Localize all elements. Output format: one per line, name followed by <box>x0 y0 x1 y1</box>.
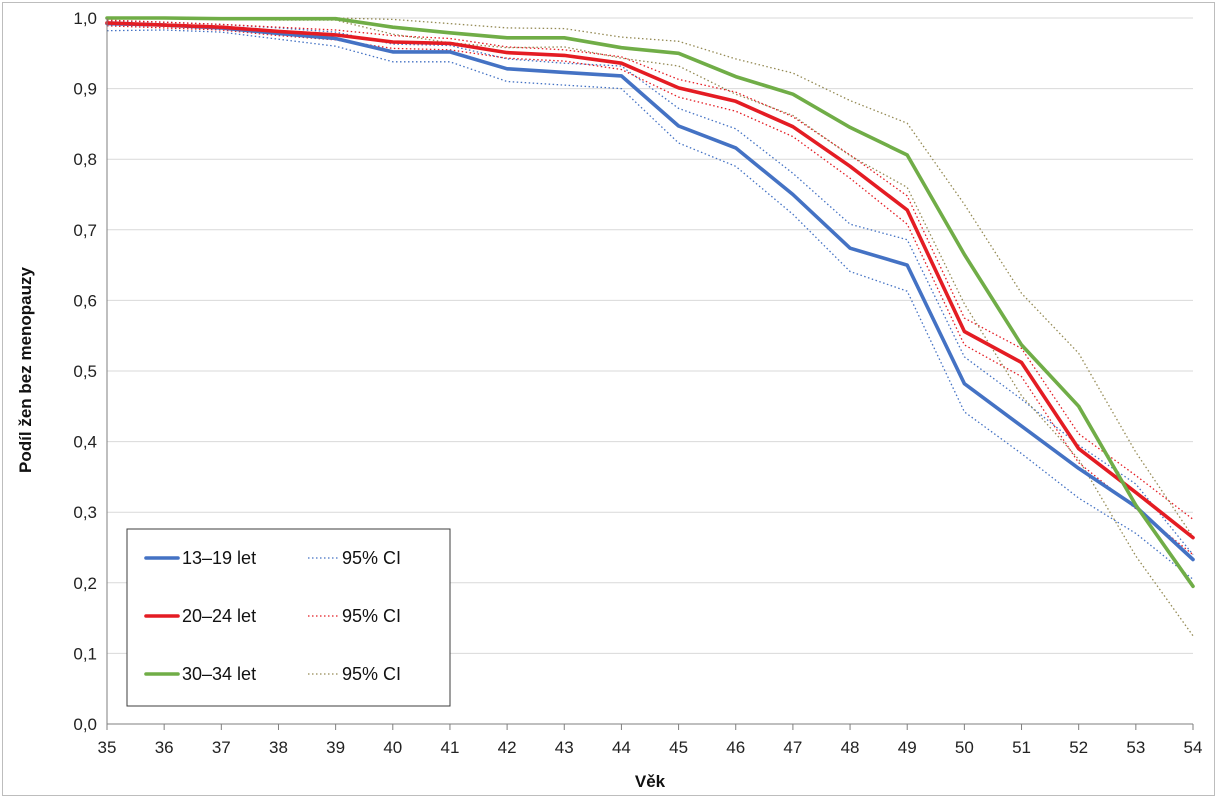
y-tick-label: 0,3 <box>73 503 97 522</box>
ci-line-13-19 <box>106 29 1194 580</box>
y-tick-label: 0,5 <box>73 362 97 381</box>
y-tick-label: 0,4 <box>73 433 97 452</box>
x-tick-label: 48 <box>841 738 860 757</box>
y-tick-label: 0,2 <box>73 574 97 593</box>
legend-label: 30–34 let <box>182 664 256 684</box>
y-tick-label: 0,0 <box>73 715 97 734</box>
legend-ci-label: 95% CI <box>342 548 401 568</box>
legend-box <box>126 528 451 707</box>
x-tick-label: 39 <box>326 738 345 757</box>
legend-ci-label: 95% CI <box>342 606 401 626</box>
x-axis-title: Věk <box>635 772 666 791</box>
x-tick-label: 52 <box>1069 738 1088 757</box>
legend: 13–19 let 95% CI 20–24 let 95% CI 30–34 let 9… <box>126 528 451 707</box>
x-tick-label: 38 <box>269 738 288 757</box>
y-axis-title: Podíl žen bez menopauzy <box>16 266 35 472</box>
x-tick-label: 47 <box>783 738 802 757</box>
legend-label: 13–19 let <box>182 548 256 568</box>
x-tick-label: 51 <box>1012 738 1031 757</box>
x-tick-labels: 35 36 37 38 39 40 41 42 43 44 45 46 47 48 49 50 51 52 53 54 <box>98 738 1203 757</box>
series-line-30-34 <box>105 16 1195 589</box>
x-tick-label: 37 <box>212 738 231 757</box>
series-line-20-24 <box>105 21 1195 540</box>
axes <box>106 18 1194 730</box>
legend-label: 20–24 let <box>182 606 256 626</box>
x-tick-label: 36 <box>155 738 174 757</box>
series-layer <box>105 16 1195 637</box>
ci-line-13-19 <box>106 20 1194 556</box>
x-tick-label: 53 <box>1126 738 1145 757</box>
x-tick-label: 35 <box>98 738 117 757</box>
y-tick-label: 0,8 <box>73 150 97 169</box>
y-tick-label: 0,6 <box>73 291 97 310</box>
x-tick-label: 42 <box>498 738 517 757</box>
x-tick-label: 40 <box>383 738 402 757</box>
x-tick-label: 43 <box>555 738 574 757</box>
x-tick-label: 54 <box>1184 738 1203 757</box>
legend-ci-label: 95% CI <box>342 664 401 684</box>
x-tick-label: 50 <box>955 738 974 757</box>
series-line-13-19 <box>105 21 1195 562</box>
x-tick-label: 41 <box>440 738 459 757</box>
ci-line-20-24 <box>106 25 1194 556</box>
y-tick-label: 0,9 <box>73 80 97 99</box>
x-tick-label: 49 <box>898 738 917 757</box>
x-tick-label: 46 <box>726 738 745 757</box>
y-tick-label: 1,0 <box>73 9 97 28</box>
y-tick-label: 0,7 <box>73 221 97 240</box>
y-tick-labels: 0,0 0,1 0,2 0,3 0,4 0,5 0,6 0,7 0,8 0,9 1,0 <box>73 9 97 734</box>
y-tick-label: 0,1 <box>73 644 97 663</box>
x-tick-label: 44 <box>612 738 631 757</box>
ci-line-30-34 <box>107 17 1194 538</box>
x-tick-label: 45 <box>669 738 688 757</box>
ci-line-20-24 <box>106 19 1194 520</box>
